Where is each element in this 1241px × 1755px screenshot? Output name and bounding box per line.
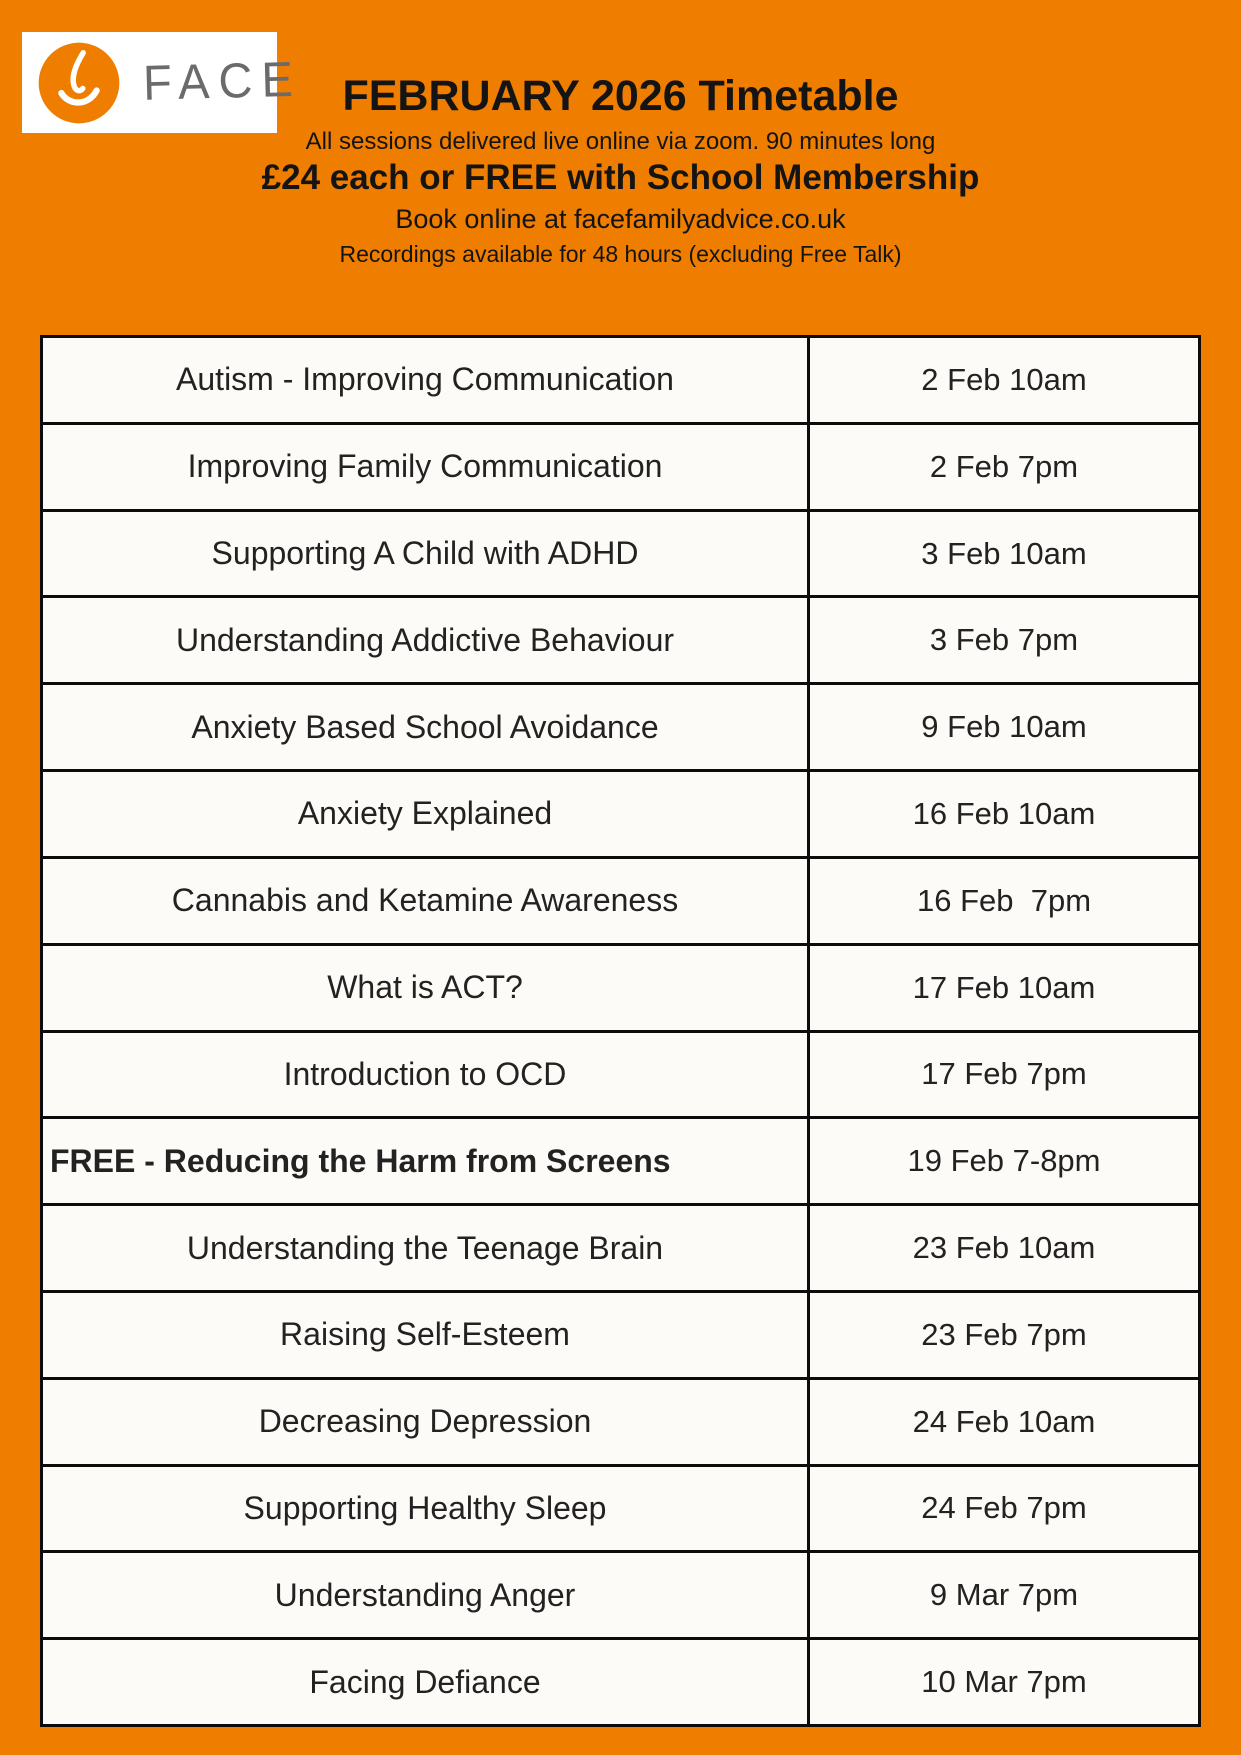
session-date: 3 Feb 7pm	[929, 622, 1079, 658]
table-row-free-session: FREE - Reducing the Harm from Screens 19…	[43, 1116, 1198, 1204]
session-title: FREE - Reducing the Harm from Screens	[43, 1119, 810, 1204]
table-row: Raising Self-Esteem 23 Feb 7pm	[43, 1289, 1198, 1377]
smiling-face-icon	[38, 42, 120, 123]
page-title: FEBRUARY 2026 Timetable	[342, 72, 899, 120]
table-row: Understanding the Teenage Brain 23 Feb 1…	[43, 1203, 1198, 1290]
table-row: Supporting A Child with ADHD 3 Feb 10am	[43, 508, 1198, 596]
session-date: 19 Feb 7-8pm	[907, 1143, 1101, 1179]
session-date: 10 Mar 7pm	[921, 1664, 1087, 1700]
session-title: What is ACT?	[43, 945, 810, 1030]
session-title: Facing Defiance	[43, 1640, 810, 1724]
session-date: 23 Feb 10am	[912, 1230, 1096, 1266]
timetable: Autism - Improving Communication 2 Feb 1…	[40, 335, 1201, 1727]
face-logo: FACE	[22, 32, 302, 133]
session-date: 3 Feb 10am	[921, 535, 1087, 571]
subtitle: All sessions delivered live online via z…	[305, 128, 936, 155]
session-date: 2 Feb 7pm	[929, 448, 1079, 484]
table-row: What is ACT? 17 Feb 10am	[43, 942, 1198, 1030]
session-title: Understanding the Teenage Brain	[43, 1206, 810, 1290]
booking-line: Book online at facefamilyadvice.co.uk	[395, 204, 846, 234]
session-title: Raising Self-Esteem	[43, 1292, 810, 1377]
session-title: Supporting A Child with ADHD	[43, 511, 810, 596]
table-row: Introduction to OCD 17 Feb 7pm	[43, 1029, 1198, 1117]
session-date: 9 Feb 10am	[921, 709, 1087, 745]
session-date: 23 Feb 7pm	[921, 1316, 1087, 1352]
table-row: Anxiety Based School Avoidance 9 Feb 10a…	[43, 682, 1198, 770]
session-title: Decreasing Depression	[43, 1379, 810, 1464]
session-title: Introduction to OCD	[43, 1032, 810, 1117]
table-row: Understanding Addictive Behaviour 3 Feb …	[43, 595, 1198, 683]
session-date: 16 Feb 10am	[912, 795, 1096, 831]
session-date: 17 Feb 10am	[912, 969, 1096, 1005]
session-date: 24 Feb 7pm	[921, 1490, 1087, 1526]
table-row: Anxiety Explained 16 Feb 10am	[43, 769, 1198, 856]
table-row: Supporting Healthy Sleep 24 Feb 7pm	[43, 1463, 1198, 1551]
session-title: Autism - Improving Communication	[43, 338, 810, 422]
recordings-line: Recordings available for 48 hours (exclu…	[339, 241, 902, 267]
session-title: Anxiety Based School Avoidance	[43, 685, 810, 770]
session-title: Supporting Healthy Sleep	[43, 1466, 810, 1551]
table-row: Improving Family Communication 2 Feb 7pm	[43, 421, 1198, 509]
session-date: 9 Mar 7pm	[929, 1577, 1079, 1613]
session-date: 17 Feb 7pm	[921, 1056, 1087, 1092]
table-row: Facing Defiance 10 Mar 7pm	[43, 1637, 1198, 1724]
session-title: Cannabis and Ketamine Awareness	[43, 858, 810, 943]
price-line: £24 each or FREE with School Membership	[261, 158, 980, 197]
session-title: Anxiety Explained	[43, 772, 810, 856]
table-row: Understanding Anger 9 Mar 7pm	[43, 1550, 1198, 1638]
session-title: Understanding Addictive Behaviour	[43, 598, 810, 683]
session-date: 2 Feb 10am	[921, 361, 1087, 397]
session-date: 16 Feb 7pm	[916, 882, 1092, 918]
session-date: 24 Feb 10am	[912, 1403, 1096, 1439]
table-row: Autism - Improving Communication 2 Feb 1…	[43, 338, 1198, 422]
session-title: Improving Family Communication	[43, 424, 810, 509]
session-title: Understanding Anger	[43, 1553, 810, 1638]
table-row: Cannabis and Ketamine Awareness 16 Feb 7…	[43, 855, 1198, 943]
table-row: Decreasing Depression 24 Feb 10am	[43, 1376, 1198, 1464]
